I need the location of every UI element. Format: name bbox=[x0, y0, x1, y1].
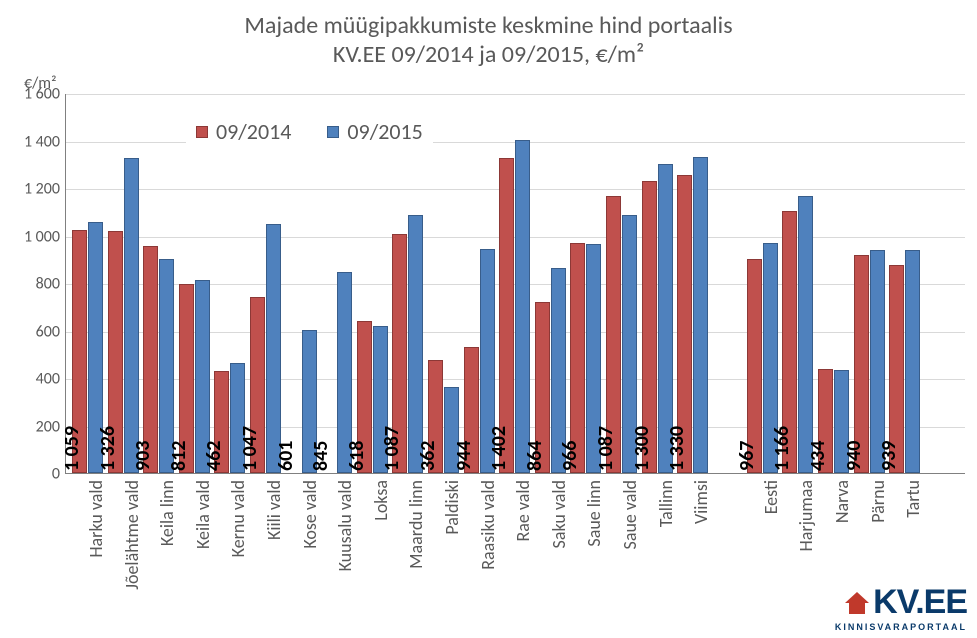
x-category-label: Kuusalu vald bbox=[334, 480, 356, 571]
x-category-label: Narva bbox=[831, 480, 853, 523]
legend-item: 09/2014 bbox=[196, 118, 291, 145]
x-category-label: Tartu bbox=[902, 480, 924, 518]
x-category-label: Kose vald bbox=[299, 480, 321, 549]
x-category-label: Tallinn bbox=[655, 480, 677, 527]
x-category-label: Jõelähtme vald bbox=[121, 480, 143, 590]
bar-2015 bbox=[515, 140, 530, 473]
x-category-label: Harjumaa bbox=[795, 480, 817, 552]
bar-2015 bbox=[337, 272, 352, 473]
bar-2014 bbox=[72, 230, 87, 473]
bar-2015 bbox=[586, 244, 601, 473]
bar-2014 bbox=[535, 302, 550, 473]
bar-2015 bbox=[622, 215, 637, 473]
bar-2014 bbox=[747, 259, 762, 473]
y-tick-label: 1 000 bbox=[24, 227, 66, 246]
bar-2014 bbox=[250, 297, 265, 473]
x-category-label: Saku vald bbox=[548, 480, 570, 548]
bar-2014 bbox=[179, 284, 194, 473]
bar-2015 bbox=[905, 250, 920, 473]
logo-subtitle: KINNISVARAPORTAAL bbox=[835, 623, 967, 632]
price-chart: Majade müügipakkumiste keskmine hind por… bbox=[0, 0, 977, 638]
x-category-label: Viimsi bbox=[690, 480, 712, 524]
title-line-2: KV.EE 09/2014 ja 09/2015, €/m² bbox=[333, 40, 644, 69]
bar-2014 bbox=[642, 181, 657, 473]
bar-2015 bbox=[763, 243, 778, 473]
bar-2015 bbox=[159, 259, 174, 473]
bar-2015 bbox=[693, 157, 708, 473]
bar-2014 bbox=[428, 360, 443, 473]
bar-2014 bbox=[854, 255, 869, 474]
y-tick-label: 0 bbox=[52, 465, 66, 484]
bar-2014 bbox=[570, 243, 585, 473]
x-category-label: Saue linn bbox=[583, 480, 605, 547]
legend-swatch bbox=[327, 126, 339, 138]
x-category-label: Kiili vald bbox=[263, 480, 285, 540]
legend-swatch bbox=[196, 126, 208, 138]
bar-2015 bbox=[834, 370, 849, 473]
bar-2015 bbox=[373, 326, 388, 473]
bar-2014 bbox=[108, 231, 123, 473]
bar-2015 bbox=[230, 363, 245, 473]
bar-2015 bbox=[88, 222, 103, 474]
bar-2014 bbox=[143, 246, 158, 473]
y-tick-label: 600 bbox=[36, 322, 66, 341]
bar-2015 bbox=[408, 215, 423, 473]
x-category-label: Loksa bbox=[370, 480, 392, 521]
x-category-label: Rae vald bbox=[512, 480, 534, 542]
x-category-label: Pärnu bbox=[867, 480, 889, 523]
y-tick-label: 1 400 bbox=[24, 132, 66, 151]
bar-2015 bbox=[658, 164, 673, 473]
y-tick-label: 800 bbox=[36, 275, 66, 294]
bar-2015 bbox=[444, 387, 459, 473]
bar-2014 bbox=[818, 369, 833, 474]
gridline bbox=[66, 94, 965, 95]
x-category-label: Raasiku vald bbox=[477, 480, 499, 570]
legend-label: 09/2014 bbox=[216, 118, 291, 145]
y-tick-label: 400 bbox=[36, 370, 66, 389]
logo-text: KV.EE bbox=[835, 585, 967, 623]
x-category-label: Keila vald bbox=[192, 480, 214, 549]
house-icon bbox=[843, 589, 871, 623]
bar-2015 bbox=[551, 268, 566, 473]
bar-2015 bbox=[124, 158, 139, 473]
bar-2015 bbox=[266, 224, 281, 473]
x-category-label: Eesti bbox=[760, 480, 782, 514]
bar-2015 bbox=[870, 250, 885, 473]
x-category-label: Harku vald bbox=[85, 480, 107, 558]
bar-2015 bbox=[480, 249, 495, 473]
y-tick-label: 1 200 bbox=[24, 180, 66, 199]
bar-2014 bbox=[606, 196, 621, 473]
y-tick-label: 1 600 bbox=[24, 85, 66, 104]
bar-2014 bbox=[392, 234, 407, 473]
x-category-label: Maardu linn bbox=[405, 480, 427, 569]
x-category-label: Saue vald bbox=[619, 480, 641, 549]
bar-2014 bbox=[782, 211, 797, 473]
kvee-logo: KV.EE KINNISVARAPORTAAL bbox=[835, 585, 967, 632]
plot-area: 02004006008001 0001 2001 4001 6001 059Ha… bbox=[65, 94, 965, 474]
legend: 09/2014 09/2015 bbox=[186, 116, 433, 147]
x-category-label: Keila linn bbox=[156, 480, 178, 546]
bar-2014 bbox=[889, 265, 904, 473]
y-tick-label: 200 bbox=[36, 417, 66, 436]
legend-label: 09/2015 bbox=[347, 118, 422, 145]
bar-2014 bbox=[357, 321, 372, 473]
bar-2014 bbox=[499, 158, 514, 473]
x-category-label: Kernu vald bbox=[227, 480, 249, 557]
bar-2014 bbox=[214, 371, 229, 473]
title-line-1: Majade müügipakkumiste keskmine hind por… bbox=[244, 11, 732, 40]
bar-2014 bbox=[464, 347, 479, 473]
bar-2015 bbox=[195, 280, 210, 473]
x-category-label: Paldiski bbox=[441, 480, 463, 535]
bar-2015 bbox=[798, 196, 813, 473]
chart-title: Majade müügipakkumiste keskmine hind por… bbox=[0, 12, 977, 70]
legend-item: 09/2015 bbox=[327, 118, 422, 145]
bar-2015 bbox=[302, 330, 317, 473]
bar-2014 bbox=[677, 175, 692, 473]
